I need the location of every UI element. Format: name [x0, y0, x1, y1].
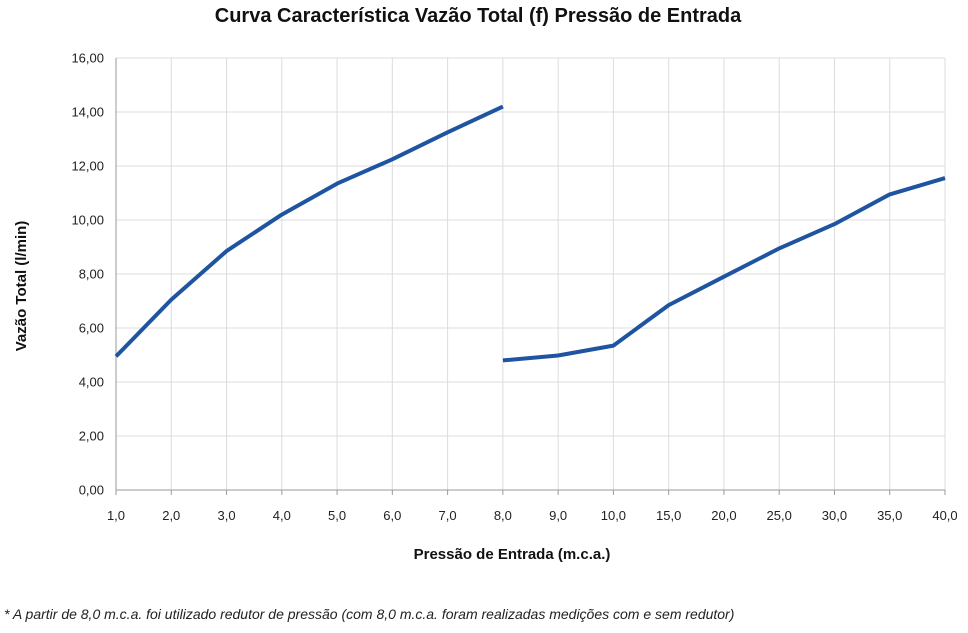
series-line-1 [114, 104, 504, 358]
y-tick-label: 14,00 [71, 105, 104, 120]
chart: Curva Característica Vazão Total (f) Pre… [13, 5, 958, 563]
x-tick-label: 6,0 [383, 508, 401, 523]
x-tick-label: 9,0 [549, 508, 567, 523]
x-tick-label: 20,0 [711, 508, 736, 523]
y-tick-label: 16,00 [71, 51, 104, 66]
axes [115, 58, 946, 495]
chart-title: Curva Característica Vazão Total (f) Pre… [215, 5, 742, 27]
x-tick-labels: 1,0 2,0 3,0 4,0 5,0 6,0 7,0 8,0 9,0 10,0 15,0 20,0 2… [107, 508, 958, 523]
y-tick-labels: 0,00 2,00 4,00 6,00 8,00 10,00 12,00 14,00 16,00 [71, 51, 104, 498]
footnote: * A partir de 8,0 m.c.a. foi utilizado r… [4, 606, 735, 622]
x-tick-label: 1,0 [107, 508, 125, 523]
y-axis-title: Vazão Total (l/min) [13, 221, 30, 352]
x-tick-label: 8,0 [494, 508, 512, 523]
y-tick-label: 0,00 [79, 483, 104, 498]
x-tick-label: 3,0 [217, 508, 235, 523]
y-tick-label: 6,00 [79, 321, 104, 336]
y-tick-label: 8,00 [79, 267, 104, 282]
x-tick-label: 7,0 [439, 508, 457, 523]
x-tick-label: 25,0 [767, 508, 792, 523]
y-tick-label: 4,00 [79, 375, 104, 390]
y-tick-label: 12,00 [71, 159, 104, 174]
y-tick-label: 2,00 [79, 429, 104, 444]
x-tick-label: 35,0 [877, 508, 902, 523]
gridlines [116, 57, 946, 490]
x-tick-label: 40,0 [932, 508, 957, 523]
y-tick-label: 10,00 [71, 213, 104, 228]
x-tick-label: 10,0 [601, 508, 626, 523]
x-tick-label: 2,0 [162, 508, 180, 523]
x-tick-label: 5,0 [328, 508, 346, 523]
series-lines [114, 104, 946, 363]
x-tick-label: 4,0 [273, 508, 291, 523]
x-tick-label: 15,0 [656, 508, 681, 523]
series-line-2 [502, 176, 946, 363]
x-axis-title: Pressão de Entrada (m.c.a.) [414, 546, 611, 563]
x-tick-label: 30,0 [822, 508, 847, 523]
